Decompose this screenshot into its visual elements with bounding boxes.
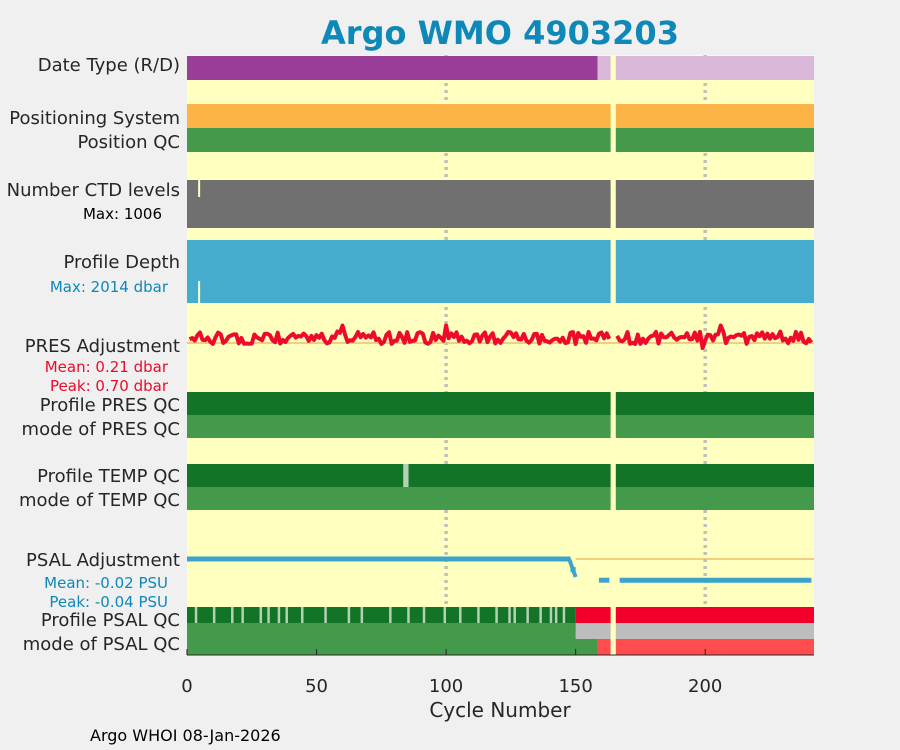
profile-psal-qc-gap-21: [526, 607, 529, 631]
x-tick-label-150: 150: [558, 676, 592, 697]
profile-psal-qc-gap-7: [285, 607, 288, 631]
pres-adjustment-peak: Peak: 0.70 dbar: [50, 377, 169, 395]
label-psal-adjustment: PSAL Adjustment: [26, 550, 180, 571]
ctd-levels-max: Max: 1006: [83, 205, 162, 223]
profile-psal-qc-gap-15: [443, 607, 446, 631]
psal-adjustment-mean: Mean: -0.02 PSU: [44, 574, 168, 592]
pres-adjustment-trace-0: [188, 323, 612, 346]
profile-psal-qc-gap-25: [562, 607, 566, 631]
profile-depth-short-profile: [198, 281, 201, 303]
mode-psal-qc-bottom-segment-1: [597, 639, 814, 655]
mode-temp-qc-segment-0: [187, 487, 814, 510]
ctd-levels-short-profile: [198, 180, 201, 197]
label-mode-temp-qc: mode of TEMP QC: [19, 490, 180, 511]
label-pres-adjustment: PRES Adjustment: [25, 336, 180, 357]
x-axis: 0 50 100 150 200: [181, 649, 814, 697]
x-tick-label-0: 0: [181, 676, 192, 697]
profile-psal-qc-gap-24: [554, 607, 558, 631]
label-positioning-system: Positioning System: [9, 108, 180, 129]
profile-psal-qc-gap-8: [301, 607, 304, 631]
mode-pres-qc-segment-0: [187, 415, 814, 438]
label-profile-pres-qc: Profile PRES QC: [40, 395, 180, 416]
pres-adjustment-trace-1: [615, 323, 814, 350]
profile-psal-qc-gap-23: [549, 607, 553, 631]
missing-cycles-gap: [610, 56, 616, 655]
mode-psal-qc-good-tail: [575, 639, 598, 655]
profile-psal-qc-gap-19: [508, 607, 511, 631]
plot-area: [187, 55, 814, 655]
ctd-levels-bars: [187, 180, 814, 228]
profile-psal-qc-gap-18: [495, 607, 498, 631]
x-axis-label: Cycle Number: [429, 698, 571, 722]
label-ctd-levels: Number CTD levels: [7, 180, 180, 201]
profile-psal-qc-gap-10: [347, 607, 351, 631]
profile-psal-qc-gap-3: [241, 607, 244, 631]
profile-psal-qc-gap-5: [267, 607, 270, 631]
label-position-qc: Position QC: [77, 132, 180, 153]
positioning-system-segment-0: [187, 104, 814, 128]
label-profile-psal-qc: Profile PSAL QC: [41, 610, 180, 631]
label-mode-psal-qc: mode of PSAL QC: [23, 634, 180, 655]
profile-psal-qc-gap-4: [259, 607, 263, 631]
label-mode-pres-qc: mode of PRES QC: [22, 419, 180, 440]
adjustment-traces: [187, 323, 814, 583]
profile-psal-qc-gap-17: [477, 607, 480, 631]
psal-adjustment-step: [567, 558, 578, 578]
profile-psal-qc-gap-13: [407, 607, 410, 631]
x-tick-label-200: 200: [688, 676, 722, 697]
profile-psal-qc-gap-22: [539, 607, 542, 631]
x-tick-label-100: 100: [429, 676, 463, 697]
profile-psal-qc-gap-20: [513, 607, 516, 631]
label-profile-temp-qc: Profile TEMP QC: [37, 466, 180, 487]
profile-psal-qc-gap-14: [422, 607, 426, 631]
mode-psal-qc-good-block: [187, 631, 576, 655]
profile-psal-qc-gap-11: [360, 607, 364, 631]
psal-adjustment-peak: Peak: -0.04 PSU: [49, 593, 168, 611]
label-date-type: Date Type (R/D): [38, 55, 180, 76]
position-qc-segment-0: [187, 128, 814, 152]
profile-psal-qc-gap-2: [231, 607, 234, 631]
footer-credit: Argo WHOI 08-Jan-2026: [90, 726, 281, 745]
profile-psal-qc-gap-16: [459, 607, 462, 631]
profile-psal-qc-gap-1: [212, 607, 216, 631]
profile-pres-qc-segment-0: [187, 392, 814, 415]
profile-psal-qc-gap-6: [277, 607, 281, 631]
pres-adjustment-mean: Mean: 0.21 dbar: [45, 358, 169, 376]
date-type-segment-0: [187, 56, 598, 80]
label-profile-depth: Profile Depth: [63, 252, 180, 273]
gridlines: [444, 55, 707, 655]
date-type-segment-1: [597, 56, 814, 80]
x-tick-label-50: 50: [305, 676, 328, 697]
profile-depth-bars: [187, 240, 814, 303]
chart-title: Argo WMO 4903203: [321, 14, 679, 52]
profile-depth-max: Max: 2014 dbar: [50, 278, 169, 296]
profile-psal-qc-gap-9: [324, 607, 327, 631]
profile-temp-qc-segment-0: [187, 464, 404, 487]
profile-psal-qc-gap-0: [194, 607, 198, 631]
mode-psal-qc-top-segment-1: [575, 623, 814, 639]
profile-temp-qc-segment-1: [403, 464, 409, 487]
profile-psal-qc-gap-12: [389, 607, 392, 631]
